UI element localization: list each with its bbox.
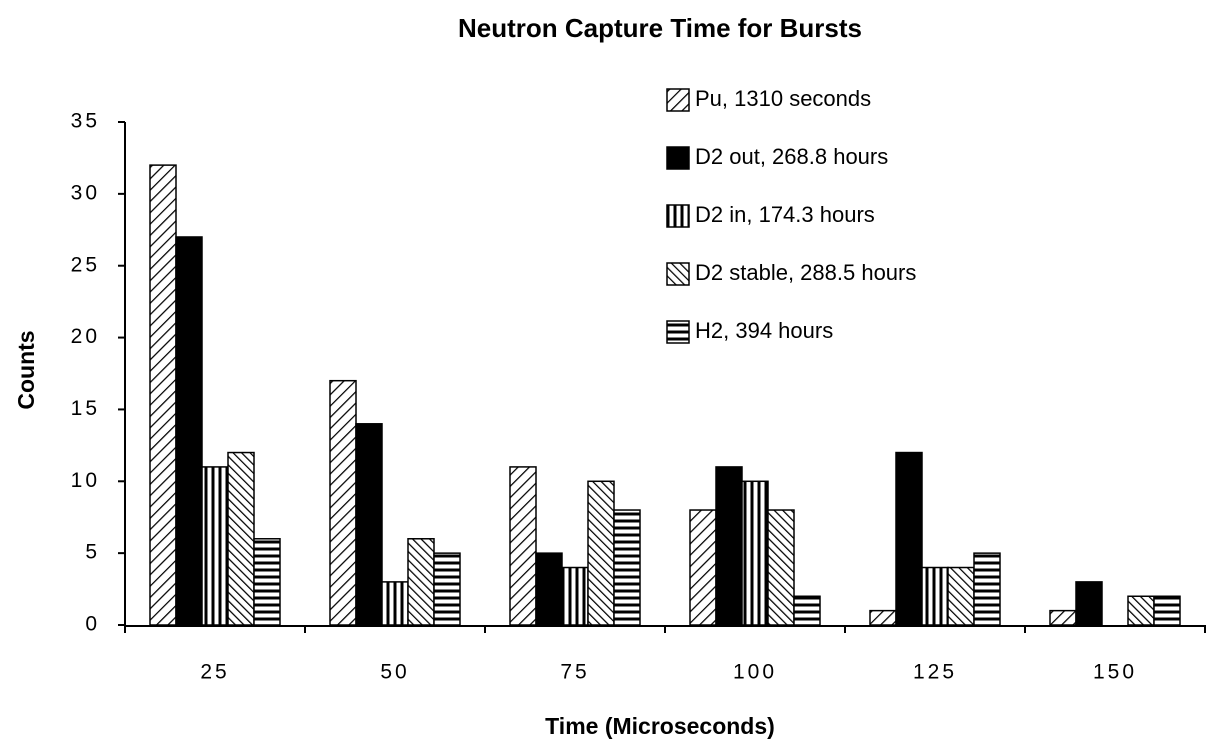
bar	[715, 466, 743, 626]
x-axis-label: Time (Microseconds)	[545, 713, 775, 739]
chart-title: Neutron Capture Time for Bursts	[458, 13, 862, 43]
bar	[973, 552, 1001, 626]
legend-swatch	[666, 320, 690, 344]
bar	[767, 509, 795, 626]
legend-swatch	[666, 146, 690, 170]
y-tick-label: 0	[85, 613, 100, 636]
bar	[1127, 595, 1155, 626]
y-tick-label: 30	[71, 181, 100, 204]
bar	[869, 609, 897, 626]
bar	[613, 509, 641, 626]
y-tick-label: 20	[71, 325, 100, 348]
bar	[1153, 595, 1181, 626]
y-tick-label: 10	[71, 469, 100, 492]
bar	[587, 480, 615, 626]
x-tick-label: 150	[1093, 661, 1137, 684]
bar	[921, 566, 949, 626]
bar	[1075, 581, 1103, 626]
bar	[535, 552, 563, 626]
bar	[509, 466, 537, 626]
bar	[1049, 609, 1077, 626]
y-tick-label: 35	[71, 110, 100, 133]
bar	[793, 595, 821, 626]
bar	[329, 379, 357, 626]
bar	[433, 552, 461, 626]
bar	[381, 581, 409, 626]
bar	[253, 538, 281, 626]
x-tick-label: 50	[380, 661, 409, 684]
legend-swatch	[666, 262, 690, 286]
legend-swatch	[666, 88, 690, 112]
bar	[947, 566, 975, 626]
y-tick-label: 15	[71, 397, 100, 420]
bar	[895, 451, 923, 626]
bar	[407, 538, 435, 626]
bar	[201, 466, 229, 626]
bar	[355, 423, 383, 626]
x-tick-label: 25	[200, 661, 229, 684]
legend-label: D2 out, 268.8 hours	[695, 144, 888, 169]
legend-label: D2 in, 174.3 hours	[695, 202, 875, 227]
x-tick-label: 125	[913, 661, 957, 684]
bar	[175, 236, 203, 626]
bar	[149, 164, 177, 626]
bar	[561, 566, 589, 626]
y-tick-label: 5	[85, 541, 100, 564]
x-tick-label: 75	[560, 661, 589, 684]
x-tick-label: 100	[733, 661, 777, 684]
legend-label: Pu, 1310 seconds	[695, 86, 871, 111]
bar	[227, 451, 255, 626]
bar	[689, 509, 717, 626]
legend-swatch	[666, 204, 690, 228]
legend-label: D2 stable, 288.5 hours	[695, 260, 916, 285]
bar	[741, 480, 769, 626]
legend-label: H2, 394 hours	[695, 318, 833, 343]
y-axis-label: Counts	[13, 330, 39, 409]
y-tick-label: 25	[71, 253, 100, 276]
